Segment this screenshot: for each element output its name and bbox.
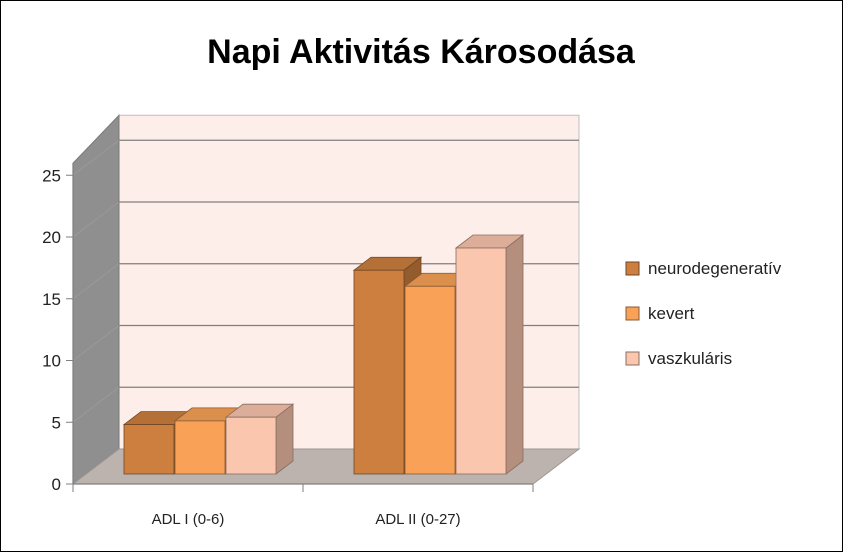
x-tick-label: ADL I (0-6) [152,511,225,528]
y-tick-label: 10 [42,352,61,371]
bar-front [174,420,226,475]
gridline-side [72,263,120,300]
gridline-side [72,325,120,361]
gridline-side [72,201,120,238]
gridline-side [72,386,120,423]
legend-item: vaszkuláris [625,349,732,368]
bar-front [404,285,456,475]
y-tick-label: 0 [52,475,61,494]
x-tick-label: ADL II (0-27) [375,511,460,528]
legend-item: neurodegeneratív [625,259,782,278]
bar-side [505,234,524,475]
bar-front [123,424,175,475]
y-tick-label: 20 [42,228,61,247]
legend-swatch [625,351,640,366]
y-tick-label: 25 [42,166,61,185]
bar-front [225,416,277,475]
legend-item: kevert [625,304,695,323]
legend-swatch [625,306,640,321]
bar [224,403,295,475]
chart-title: Napi Aktivitás Károsodása [207,33,636,71]
y-tick-label: 5 [52,413,61,432]
y-tick-label: 15 [42,290,61,309]
bar [454,234,525,475]
legend-swatch [625,261,640,276]
gridline-side [72,139,120,176]
legend-label: neurodegeneratív [648,259,782,278]
bar-front [455,247,507,475]
bar-front [353,269,405,475]
legend-label: vaszkuláris [648,349,732,368]
legend-label: kevert [648,304,695,323]
